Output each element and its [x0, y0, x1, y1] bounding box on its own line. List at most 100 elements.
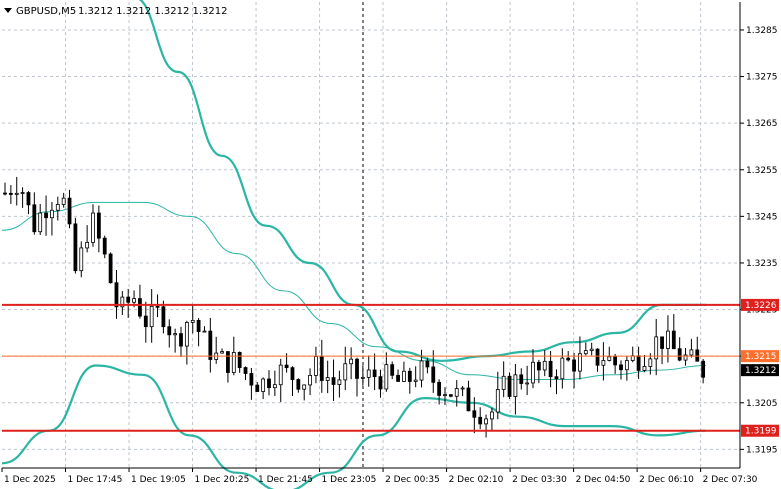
candle-body: [202, 330, 207, 333]
candle-body: [437, 381, 442, 396]
candle-body: [654, 336, 659, 360]
candle-body: [208, 330, 213, 360]
x-tick-label: 2 Dec 04:50: [576, 475, 631, 485]
candle-body: [648, 358, 653, 367]
time-axis: 1 Dec 2025 1 Dec 17:45 1 Dec 19:05 1 Dec 20…: [1, 468, 758, 485]
candle-body: [531, 361, 535, 384]
candle-body: [519, 374, 524, 384]
dropdown-icon[interactable]: [4, 8, 12, 13]
candle-body: [8, 192, 13, 195]
candle-body: [290, 367, 295, 380]
candle-body: [167, 326, 172, 336]
candle-body: [677, 348, 682, 361]
candle-body: [566, 357, 571, 361]
candle-body: [14, 192, 19, 195]
y-tick-label: 1.3275: [746, 73, 778, 83]
bollinger-middle-line: [1, 201, 707, 380]
candle-body: [583, 350, 588, 355]
candle-body: [560, 357, 565, 380]
candle-body: [349, 358, 354, 365]
candle-body: [267, 378, 271, 389]
candle-body: [507, 375, 512, 397]
candle-body: [525, 382, 530, 385]
candle-body: [642, 366, 647, 371]
candle-body: [419, 360, 424, 381]
candle-body: [695, 349, 700, 362]
candle-body: [173, 333, 178, 336]
candle-body: [231, 351, 236, 373]
candle-body: [55, 204, 60, 211]
candle-body: [272, 384, 277, 389]
candle-body: [413, 379, 418, 382]
candle-body: [601, 360, 606, 366]
candle-body: [319, 356, 324, 381]
bollinger-upper-line: [138, 0, 706, 362]
candle-body: [155, 305, 160, 308]
candle-body: [261, 378, 266, 392]
candle-body: [114, 282, 119, 308]
candle-body: [314, 356, 318, 376]
candle-body: [554, 376, 559, 380]
candle-body: [179, 333, 183, 347]
candle-body: [402, 370, 406, 382]
candle-body: [513, 374, 518, 397]
level-badge-support: [741, 424, 779, 437]
candle-body: [120, 296, 125, 308]
x-tick-label: 2 Dec 03:30: [512, 475, 567, 485]
level-badge-resistance: [741, 298, 779, 311]
candle-body: [689, 349, 694, 356]
candle-body: [431, 366, 436, 383]
candle-body: [407, 370, 412, 382]
bollinger-bands: [1, 0, 707, 489]
x-tick-label: 2 Dec 00:35: [385, 475, 440, 485]
candle-body: [636, 355, 641, 371]
candle-body: [161, 306, 166, 328]
candle-body: [149, 305, 154, 328]
candle-body: [91, 212, 95, 243]
candle-body: [96, 212, 101, 239]
y-tick-label: 1.3245: [746, 212, 778, 222]
chart-header: GBPUSD,M5 1.3212 1.3212 1.3212 1.3212: [4, 6, 228, 17]
candle-body: [425, 360, 430, 368]
candle-body: [143, 315, 148, 328]
candle-body: [102, 237, 107, 255]
candle-body: [278, 364, 283, 386]
candle-body: [454, 388, 459, 397]
candle-body: [237, 351, 242, 368]
candle-body: [284, 364, 289, 369]
candle-body: [184, 322, 189, 347]
candle-body: [501, 375, 506, 390]
candle-body: [220, 351, 224, 354]
candle-body: [536, 361, 541, 371]
symbol-label: GBPUSD,M5: [16, 6, 76, 17]
level-badge-current-level: [741, 350, 779, 363]
horizontal-levels: [2, 303, 740, 432]
x-tick-label: 1 Dec 2025: [4, 475, 56, 485]
candle-body: [343, 363, 348, 381]
candle-body: [73, 223, 78, 272]
candle-body: [607, 356, 612, 361]
candle-body: [595, 348, 600, 366]
x-tick-label: 2 Dec 06:10: [639, 475, 694, 485]
x-tick-label: 1 Dec 20:25: [195, 475, 250, 485]
candle-body: [325, 377, 330, 381]
candle-body: [613, 356, 618, 366]
candle-body: [484, 418, 488, 425]
candle-body: [490, 411, 494, 420]
candle-body: [619, 364, 623, 371]
ohlc-values: 1.3212 1.3212 1.3212 1.3212: [78, 6, 228, 17]
x-tick-label: 1 Dec 19:05: [131, 475, 186, 485]
x-tick-label: 1 Dec 21:45: [258, 475, 313, 485]
candle-body: [226, 351, 230, 373]
candle-body: [701, 360, 706, 378]
candle-body: [38, 212, 43, 233]
y-tick-label: 1.3255: [746, 166, 778, 176]
candle-body: [660, 336, 664, 349]
candle-body: [589, 348, 594, 352]
candle-body: [378, 376, 383, 390]
candle-body: [44, 212, 48, 219]
candle-body: [578, 353, 582, 372]
candle-body: [32, 204, 37, 233]
